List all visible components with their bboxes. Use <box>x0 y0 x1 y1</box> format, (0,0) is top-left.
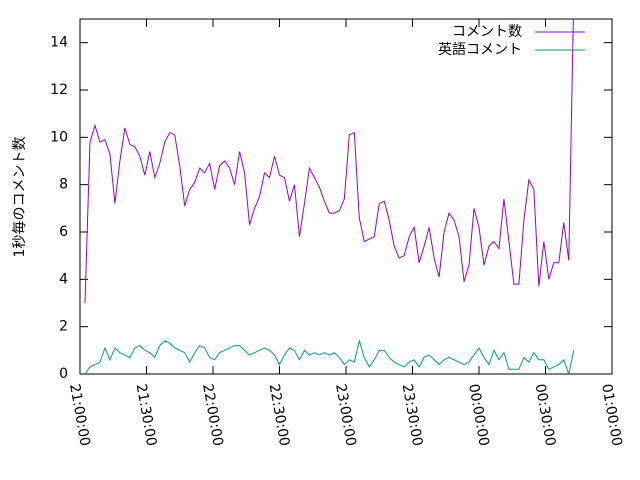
y-tick-label: 0 <box>59 366 68 382</box>
y-tick-label: 6 <box>59 224 68 240</box>
y-tick-label: 14 <box>50 35 68 51</box>
x-tick-label: 22:00:00 <box>199 383 226 448</box>
y-axis-label: 1秒毎のコメント数 <box>12 137 28 258</box>
data-line <box>84 19 574 304</box>
x-tick-label: 21:00:00 <box>66 383 93 448</box>
x-tick-label: 23:30:00 <box>399 383 426 448</box>
x-tick-label: 00:00:00 <box>465 383 492 448</box>
x-tick-label: 23:00:00 <box>332 383 359 448</box>
data-line <box>84 338 575 374</box>
x-tick-label: 22:30:00 <box>266 383 293 448</box>
plot-border <box>79 18 613 375</box>
y-tick-label: 4 <box>59 271 68 287</box>
y-tick-label: 12 <box>50 82 68 98</box>
y-tick-label: 2 <box>59 319 68 335</box>
legend-label: 英語コメント <box>438 41 522 58</box>
y-tick-label: 10 <box>50 129 68 145</box>
y-tick-label: 8 <box>59 177 68 193</box>
x-tick-label: 21:30:00 <box>133 383 160 448</box>
x-tick-label: 00:30:00 <box>532 383 559 448</box>
x-tick-label: 01:00:00 <box>598 383 625 448</box>
plot-area <box>84 19 575 374</box>
legend-label: コメント数 <box>452 24 522 40</box>
